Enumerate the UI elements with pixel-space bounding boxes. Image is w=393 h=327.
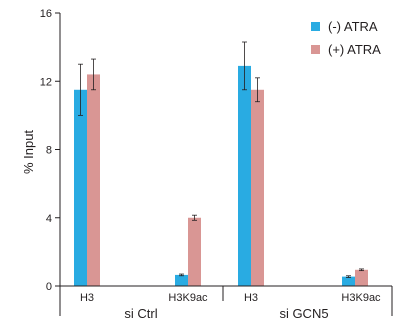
y-axis-title: % Input [21,130,36,174]
group-label: si Ctrl [124,306,157,321]
group-label: si GCN5 [279,306,328,321]
bar [74,89,87,286]
bar [355,269,368,286]
legend: (-) ATRA (+) ATRA [311,19,381,57]
legend-swatch [311,45,320,54]
ticks-layer: 0 4 8 12 16 [40,8,60,293]
x-tick-label: H3K9ac [341,292,381,304]
bars-layer [74,41,368,286]
y-tick-label: 8 [46,145,52,157]
bar [188,217,201,286]
x-tick-label: H3K9ac [168,292,208,304]
y-tick-label: 0 [46,281,52,293]
bar [342,276,355,286]
y-tick-label: 16 [40,8,52,20]
legend-label: (-) ATRA [328,19,378,34]
bar [251,89,264,286]
y-tick-label: 4 [46,213,52,225]
bar [175,274,188,286]
y-tick-label: 12 [40,76,52,88]
bar [87,74,100,286]
x-labels-layer: H3 H3K9ac H3 H3K9ac si Ctrl si GCN5 [59,286,393,321]
bar [238,65,251,286]
legend-swatch [311,22,320,31]
legend-label: (+) ATRA [328,42,381,57]
x-tick-label: H3 [244,292,258,304]
x-tick-label: H3 [80,292,94,304]
